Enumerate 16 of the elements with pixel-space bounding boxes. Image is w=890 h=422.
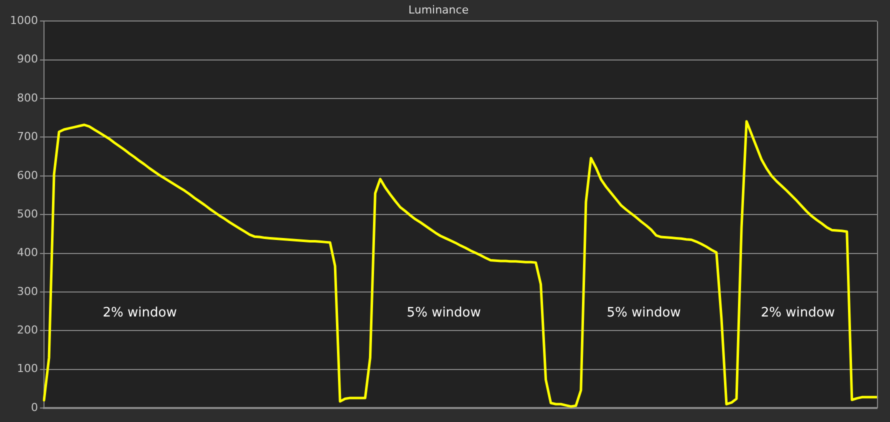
y-tick-label: 600 — [17, 168, 38, 182]
y-tick-label: 200 — [17, 324, 38, 336]
y-tick-label: 1000 — [10, 14, 38, 28]
y-tick-label: 900 — [17, 52, 38, 66]
annotation: 5% window — [606, 306, 682, 321]
y-tick-label: 400 — [17, 246, 38, 260]
annotation: 2% window — [102, 306, 178, 321]
y-tick-label: 300 — [17, 284, 38, 298]
y-tick-label: 100 — [17, 362, 38, 376]
annotation: 2% window — [760, 306, 836, 321]
y-tick-label: 700 — [17, 130, 38, 144]
y-tick-label: 0 — [31, 400, 38, 414]
chart-title: Luminance — [408, 3, 469, 16]
annotation: 5% window — [406, 306, 482, 321]
y-tick-label: 800 — [17, 91, 38, 104]
y-tick-label: 500 — [17, 207, 38, 220]
